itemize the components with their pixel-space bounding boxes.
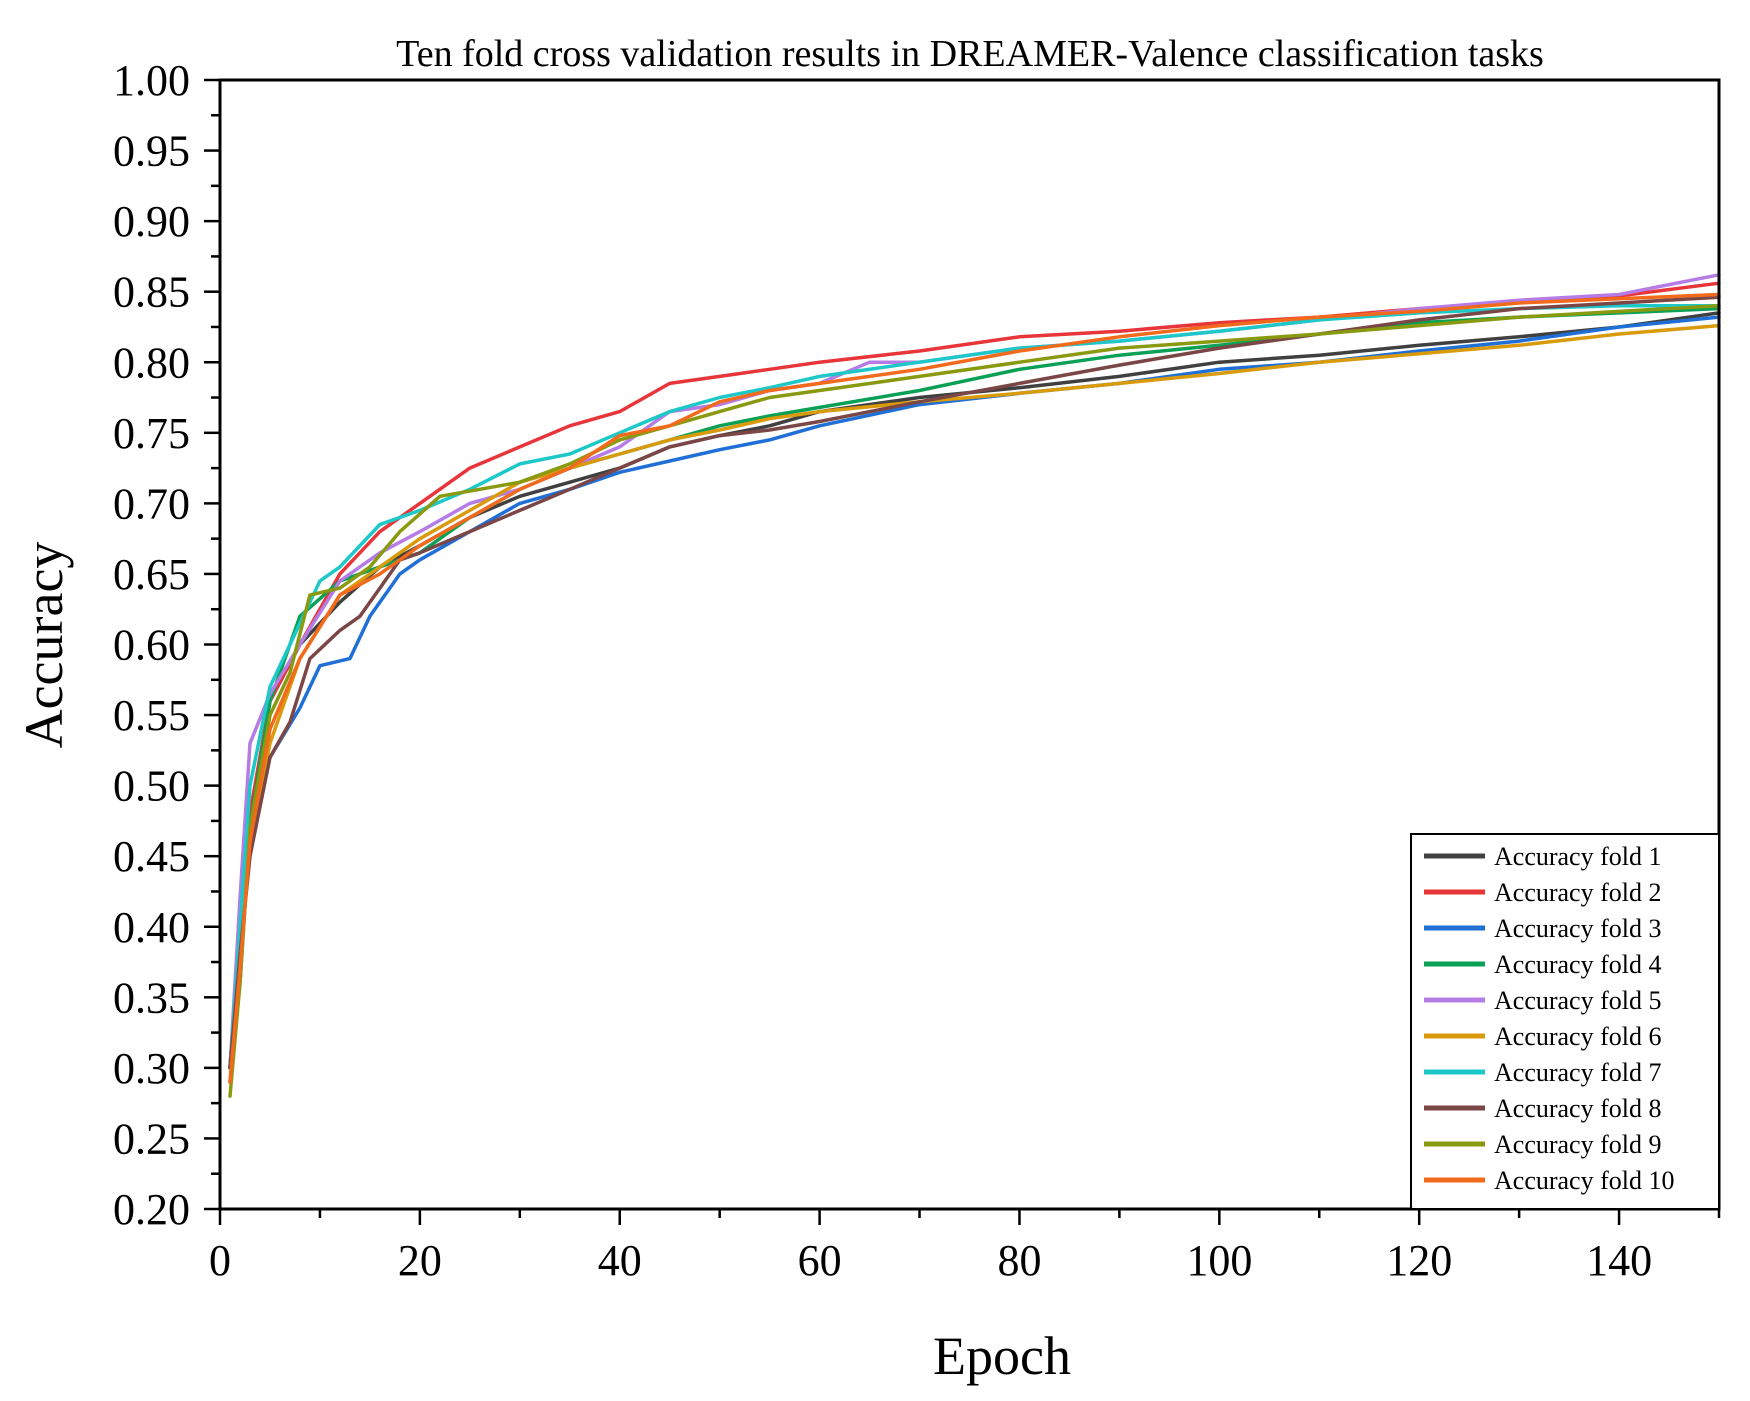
x-tick-label: 0 xyxy=(209,1236,231,1285)
y-tick-label: 0.85 xyxy=(113,268,190,317)
legend: Accuracy fold 1 Accuracy fold 2 Accuracy f… xyxy=(1410,833,1720,1210)
series-layer xyxy=(228,273,1721,1098)
x-tick-label: 120 xyxy=(1386,1236,1452,1285)
x-tick-label: 40 xyxy=(598,1236,642,1285)
y-tick-label: 0.55 xyxy=(113,691,190,740)
y-tick-label: 0.70 xyxy=(113,479,190,528)
chart-title: Ten fold cross validation results in DRE… xyxy=(396,33,1544,75)
series-line-fold-7 xyxy=(228,304,1721,1070)
legend-label: Accuracy fold 5 xyxy=(1494,986,1661,1015)
y-tick-label: 0.60 xyxy=(113,621,190,670)
legend-label: Accuracy fold 9 xyxy=(1494,1130,1661,1159)
x-tick-label: 60 xyxy=(798,1236,842,1285)
x-axis: 0 20 40 60 80 100 120 140 xyxy=(209,1209,1721,1285)
y-tick-label: 0.45 xyxy=(113,832,190,881)
series-line-fold-10 xyxy=(228,292,1721,1084)
series-line-fold-8 xyxy=(228,295,1721,1070)
legend-label: Accuracy fold 6 xyxy=(1494,1022,1661,1051)
plot-frame xyxy=(218,78,1721,1211)
y-tick-label: 0.50 xyxy=(113,762,190,811)
x-tick-label: 100 xyxy=(1186,1236,1252,1285)
legend-label: Accuracy fold 7 xyxy=(1494,1058,1661,1087)
y-tick-label: 0.35 xyxy=(113,973,190,1022)
legend-label: Accuracy fold 3 xyxy=(1494,914,1661,943)
y-tick-label: 0.65 xyxy=(113,550,190,599)
y-tick-label: 0.30 xyxy=(113,1044,190,1093)
y-tick-label: 0.95 xyxy=(113,127,190,176)
legend-label: Accuracy fold 1 xyxy=(1494,842,1661,871)
y-axis: 0.20 0.25 0.30 0.35 0.40 0.45 0.50 0.55 0.60 0.65… xyxy=(113,56,220,1234)
x-tick-label: 20 xyxy=(398,1236,442,1285)
x-tick-label: 80 xyxy=(997,1236,1041,1285)
legend-label: Accuracy fold 8 xyxy=(1494,1094,1661,1123)
y-tick-label: 0.25 xyxy=(113,1114,190,1163)
y-tick-label: 0.75 xyxy=(113,409,190,458)
legend-label: Accuracy fold 2 xyxy=(1494,878,1661,907)
y-tick-label: 0.40 xyxy=(113,903,190,952)
series-line-fold-9 xyxy=(228,304,1721,1098)
x-tick-label: 140 xyxy=(1586,1236,1652,1285)
y-axis-label: Accuracy xyxy=(14,542,74,749)
y-tick-label: 1.00 xyxy=(113,56,190,105)
x-axis-label: Epoch xyxy=(933,1326,1071,1386)
legend-label: Accuracy fold 4 xyxy=(1494,950,1661,979)
y-tick-label: 0.90 xyxy=(113,197,190,246)
legend-label: Accuracy fold 10 xyxy=(1494,1166,1674,1195)
y-tick-label: 0.80 xyxy=(113,338,190,387)
y-tick-label: 0.20 xyxy=(113,1185,190,1234)
